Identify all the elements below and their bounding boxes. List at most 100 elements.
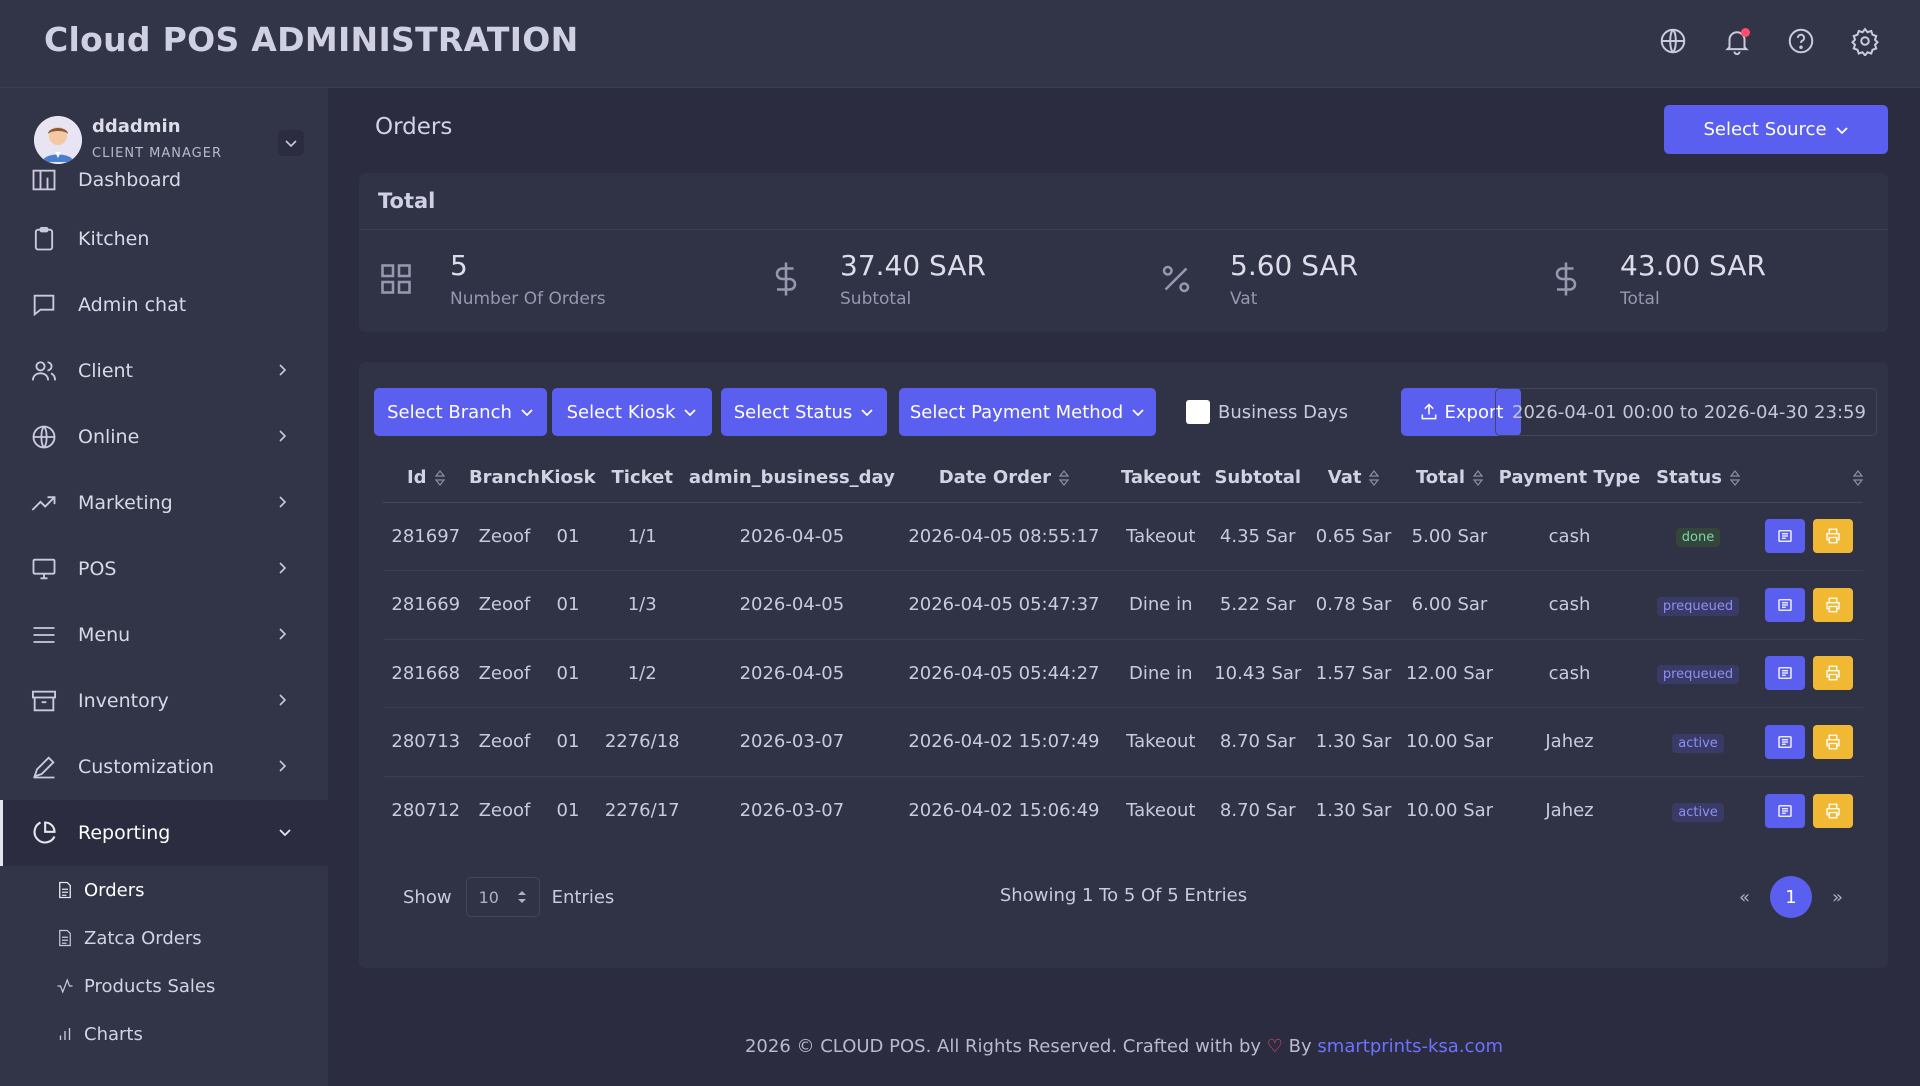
sidebar-subitem-charts[interactable]: Charts: [0, 1010, 328, 1058]
sidebar-item-client[interactable]: Client: [0, 338, 328, 404]
cell-actions: [1755, 502, 1863, 571]
col-id[interactable]: Id: [383, 454, 469, 503]
business-days-checkbox[interactable]: [1186, 400, 1210, 424]
view-button[interactable]: [1765, 656, 1806, 691]
sidebar-item-label: Inventory: [78, 690, 169, 712]
sidebar-item-customization[interactable]: Customization: [0, 734, 328, 800]
sidebar-item-inventory[interactable]: Inventory: [0, 668, 328, 734]
view-button[interactable]: [1765, 587, 1806, 622]
sidebar-item-online[interactable]: Online: [0, 404, 328, 470]
select-source-button[interactable]: Select Source: [1664, 105, 1888, 154]
select-branch-button[interactable]: Select Branch: [374, 388, 547, 436]
col-subtotal[interactable]: Subtotal: [1208, 454, 1307, 503]
col-total[interactable]: Total: [1400, 454, 1499, 503]
col-kiosk[interactable]: Kiosk: [540, 454, 596, 503]
cell-ticket: 2276/17: [604, 800, 680, 821]
sidebar-nav: Dashboard Kitchen Admin chat Client Onli…: [0, 169, 328, 1058]
gear-icon[interactable]: [1850, 26, 1880, 57]
avatar[interactable]: [34, 116, 82, 164]
select-kiosk-button[interactable]: Select Kiosk: [552, 388, 712, 436]
user-menu-toggle[interactable]: [278, 130, 304, 156]
table-row[interactable]: 280712 Zeoof 01 2276/17 2026-03-07 2026-…: [383, 776, 1863, 845]
stat-orders: 5 Number Of Orders: [359, 249, 659, 309]
page-size-select[interactable]: 10: [465, 877, 540, 917]
status-badge: done: [1675, 528, 1721, 548]
cell-actions: [1755, 570, 1863, 640]
sidebar-item-pos[interactable]: POS: [0, 536, 328, 602]
export-button[interactable]: Export: [1401, 388, 1521, 436]
cell-branch: Zeoof: [468, 502, 541, 571]
print-button[interactable]: [1813, 519, 1854, 554]
col-business-day[interactable]: admin_business_day: [688, 454, 895, 503]
view-button[interactable]: [1765, 519, 1806, 554]
print-button[interactable]: [1813, 724, 1854, 759]
col-ticket[interactable]: Ticket: [595, 454, 689, 503]
cell-total: 10.00 Sar: [1400, 707, 1499, 777]
view-button[interactable]: [1765, 793, 1806, 828]
sidebar-subitem-orders[interactable]: Orders: [0, 866, 328, 914]
select-branch-label: Select Branch: [387, 401, 512, 423]
print-button[interactable]: [1813, 656, 1854, 691]
date-range-input[interactable]: 2026-04-01 00:00 to 2026-04-30 23:59: [1495, 388, 1877, 436]
select-status-label: Select Status: [733, 401, 853, 423]
archive-icon: [30, 686, 60, 716]
business-days-toggle[interactable]: Business Days: [1186, 388, 1348, 436]
sidebar-item-dashboard[interactable]: Dashboard: [0, 154, 328, 206]
receipt-icon: [1778, 735, 1793, 748]
app-title: Cloud POS ADMINISTRATION: [44, 20, 579, 59]
help-icon[interactable]: [1786, 26, 1816, 56]
sidebar-item-kitchen[interactable]: Kitchen: [0, 206, 328, 272]
table-row[interactable]: 281668 Zeoof 01 1/2 2026-04-05 2026-04-0…: [383, 639, 1863, 708]
select-kiosk-label: Select Kiosk: [566, 401, 676, 423]
bell-icon[interactable]: [1722, 26, 1752, 56]
cell-business-day: 2026-03-07: [739, 800, 845, 821]
cell-id: 281669: [383, 570, 469, 640]
cell-business-day: 2026-03-07: [688, 707, 895, 777]
print-button[interactable]: [1813, 587, 1854, 622]
print-button[interactable]: [1813, 793, 1854, 828]
col-takeout[interactable]: Takeout: [1112, 454, 1209, 503]
footer-link[interactable]: smartprints-ksa.com: [1317, 1036, 1503, 1057]
activity-icon: [57, 978, 73, 994]
col-actions[interactable]: [1755, 454, 1863, 503]
cell-takeout: Takeout: [1112, 707, 1209, 777]
view-button[interactable]: [1765, 724, 1806, 759]
print-icon: [1826, 734, 1841, 750]
table-row[interactable]: 281697 Zeoof 01 1/1 2026-04-05 2026-04-0…: [383, 502, 1863, 571]
col-payment-type[interactable]: Payment Type: [1498, 454, 1641, 503]
showing-entries-text: Showing 1 To 5 Of 5 Entries: [999, 885, 1248, 906]
stat-value: 37.40 SAR: [840, 249, 986, 282]
cell-status: prequeued: [1640, 639, 1756, 708]
cell-total: 6.00 Sar: [1400, 570, 1499, 640]
cell-actions: [1756, 776, 1863, 845]
page-current[interactable]: 1: [1770, 876, 1813, 918]
sidebar-subitem-products-sales[interactable]: Products Sales: [0, 962, 328, 1010]
table-row[interactable]: 281669 Zeoof 01 1/3 2026-04-05 2026-04-0…: [383, 570, 1863, 640]
sidebar-item-reporting[interactable]: Reporting: [0, 800, 328, 866]
col-vat[interactable]: Vat: [1306, 454, 1401, 503]
col-status[interactable]: Status: [1640, 454, 1756, 503]
chevron-down-icon: [1835, 126, 1848, 134]
trend-icon: [30, 488, 60, 518]
table-row[interactable]: 280713 Zeoof 01 2276/18 2026-03-07 2026-…: [383, 707, 1863, 777]
col-branch[interactable]: Branch: [468, 454, 541, 503]
select-status-button[interactable]: Select Status: [721, 388, 887, 436]
sidebar-item-marketing[interactable]: Marketing: [0, 470, 328, 536]
footer: 2026 © CLOUD POS. All Rights Reserved. C…: [328, 1036, 1920, 1057]
page-prev[interactable]: «: [1739, 886, 1751, 908]
print-icon: [1826, 597, 1841, 613]
chevron-right-icon: [279, 496, 287, 508]
cell-subtotal: 5.22 Sar: [1208, 570, 1307, 640]
cell-id: 281697: [383, 502, 469, 571]
globe-icon[interactable]: [1658, 26, 1688, 56]
page-next[interactable]: »: [1832, 886, 1844, 908]
sidebar-subitem-zatca-orders[interactable]: Zatca Orders: [0, 914, 328, 962]
sidebar-item-menu[interactable]: Menu: [0, 602, 328, 668]
sidebar-item-admin-chat[interactable]: Admin chat: [0, 272, 328, 338]
col-date-order[interactable]: Date Order: [894, 454, 1113, 503]
cell-payment: cash: [1498, 570, 1641, 640]
cell-takeout: Takeout: [1112, 502, 1209, 571]
pie-chart-icon: [30, 818, 60, 848]
sidebar-subitem-label: Orders: [84, 879, 145, 901]
select-payment-method-button[interactable]: Select Payment Method: [899, 388, 1156, 436]
